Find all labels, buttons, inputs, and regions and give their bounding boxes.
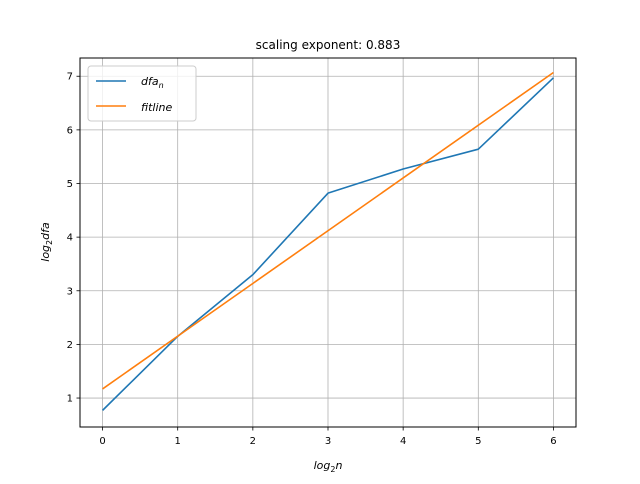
legend-label-dfa: dfan — [141, 75, 164, 90]
y-axis-label-base: log — [39, 245, 52, 262]
x-axis-label: log2n — [314, 459, 343, 474]
x-tick-label: 4 — [400, 436, 406, 447]
y-tick-label: 4 — [67, 233, 73, 244]
x-tick-label: 3 — [325, 436, 331, 447]
y-tick-label: 6 — [67, 125, 73, 136]
y-tick-label: 5 — [67, 179, 73, 190]
y-axis-label: log2dfa — [39, 222, 54, 262]
y-axis-label-rest: dfa — [39, 222, 52, 240]
x-tick-label: 6 — [550, 436, 556, 447]
series-line-fitline — [102, 71, 554, 390]
x-tick-label: 1 — [175, 436, 181, 447]
x-tick-label: 0 — [99, 436, 105, 447]
y-tick-label: 2 — [67, 340, 73, 351]
legend-label-dfa-sub: n — [159, 81, 164, 90]
legend-box — [87, 65, 197, 122]
y-axis-label-sub: 2 — [45, 240, 54, 245]
grid — [80, 58, 576, 427]
x-tick-label: 2 — [250, 436, 256, 447]
series-lines — [101, 71, 555, 411]
legend-label-fitline: fitline — [141, 101, 173, 114]
x-axis-label-base: log — [314, 459, 331, 472]
chart-title: scaling exponent: 0.883 — [256, 38, 401, 52]
legend-label-fitline-base: fitline — [141, 101, 173, 114]
legend-label-dfa-base: dfa — [141, 75, 159, 88]
y-tick-label: 1 — [67, 394, 73, 405]
axis-ticks: 0 1 2 3 4 5 6 1 2 3 4 5 6 7 — [67, 72, 557, 447]
x-axis-label-rest: n — [335, 459, 342, 472]
legend: dfan fitline — [87, 65, 197, 122]
x-tick-label: 5 — [475, 436, 481, 447]
y-tick-label: 3 — [67, 286, 73, 297]
x-axis-label-sub: 2 — [330, 465, 335, 474]
y-tick-label: 7 — [67, 72, 73, 83]
